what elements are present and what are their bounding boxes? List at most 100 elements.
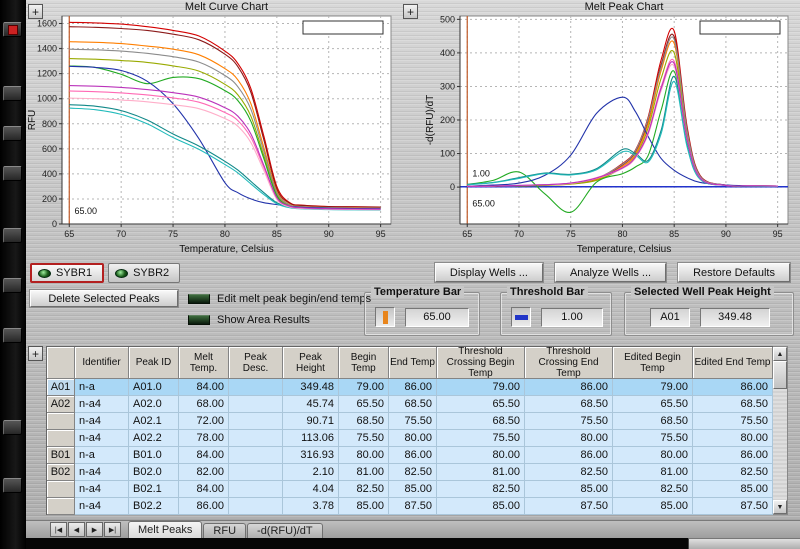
table-cell[interactable]: 316.93 [283, 447, 339, 464]
table-cell[interactable]: 84.00 [179, 447, 229, 464]
fluor-tab-sybr1[interactable]: SYBR1 [30, 263, 105, 283]
expand-melt-curve-button[interactable]: + [28, 4, 43, 19]
table-cell[interactable]: B02.1 [129, 481, 179, 498]
table-cell[interactable]: 75.50 [437, 430, 525, 447]
table-cell[interactable]: 85.00 [613, 498, 693, 515]
table-cell[interactable]: 86.00 [389, 447, 437, 464]
toolbar-button[interactable] [3, 328, 22, 343]
table-cell[interactable]: A02.2 [129, 430, 179, 447]
row-header[interactable] [47, 481, 75, 498]
table-cell[interactable]: 45.74 [283, 396, 339, 413]
temperature-bar-value[interactable]: 65.00 [405, 307, 469, 327]
tab-nav-previous-icon[interactable]: ◀ [68, 522, 85, 537]
table-cell[interactable]: 68.50 [389, 396, 437, 413]
row-header[interactable] [47, 413, 75, 430]
table-cell[interactable]: B01.0 [129, 447, 179, 464]
table-cell[interactable]: 79.00 [437, 379, 525, 396]
table-cell[interactable]: 75.50 [389, 413, 437, 430]
table-cell[interactable]: 68.50 [437, 413, 525, 430]
table-cell[interactable]: 68.50 [339, 413, 389, 430]
table-cell[interactable]: 72.00 [179, 413, 229, 430]
toolbar-button[interactable] [3, 228, 22, 243]
selected-well-id[interactable]: A01 [650, 307, 690, 327]
row-header[interactable]: A02 [47, 396, 75, 413]
checkbox-edit-melt-peak-begin-end-temps[interactable]: Edit melt peak begin/end temps [188, 291, 371, 306]
table-cell[interactable]: 82.50 [437, 481, 525, 498]
table-cell[interactable]: n-a [75, 379, 129, 396]
table-cell[interactable]: 75.50 [339, 430, 389, 447]
tab-nav-last-icon[interactable]: ▶| [104, 522, 121, 537]
table-cell[interactable]: 80.00 [389, 430, 437, 447]
table-cell[interactable] [229, 413, 283, 430]
table-cell[interactable]: 80.00 [339, 447, 389, 464]
table-cell[interactable]: 65.50 [613, 396, 693, 413]
tab-d-rfu-dt[interactable]: -d(RFU)/dT [247, 523, 323, 538]
table-cell[interactable] [229, 498, 283, 515]
table-cell[interactable] [229, 481, 283, 498]
table-cell[interactable]: 79.00 [613, 379, 693, 396]
table-cell[interactable]: n-a4 [75, 396, 129, 413]
table-cell[interactable]: 87.50 [389, 498, 437, 515]
table-cell[interactable]: 79.00 [339, 379, 389, 396]
row-header[interactable] [47, 498, 75, 515]
table-cell[interactable]: 85.00 [525, 481, 613, 498]
table-cell[interactable]: 87.50 [693, 498, 773, 515]
table-cell[interactable]: 4.04 [283, 481, 339, 498]
table-cell[interactable]: 82.50 [613, 481, 693, 498]
table-cell[interactable]: 2.10 [283, 464, 339, 481]
table-scrollbar[interactable]: ▲ ▼ [773, 346, 788, 515]
table-cell[interactable]: 75.50 [693, 413, 773, 430]
toolbar-button[interactable] [3, 166, 22, 181]
toolbar-button[interactable] [3, 86, 22, 101]
table-cell[interactable]: B02.2 [129, 498, 179, 515]
temperature-bar-icon[interactable] [375, 307, 395, 327]
tab-nav-first-icon[interactable]: |◀ [50, 522, 67, 537]
table-cell[interactable]: 86.00 [525, 447, 613, 464]
tab-nav-next-icon[interactable]: ▶ [86, 522, 103, 537]
selected-well-value[interactable]: 349.48 [700, 307, 770, 327]
table-cell[interactable]: 90.71 [283, 413, 339, 430]
melt-peak-chart[interactable]: 1.00 65.00 65 70 75 80 85 90 95 0 100 200 300 400 500 M… [400, 0, 800, 260]
table-cell[interactable]: 87.50 [525, 498, 613, 515]
scroll-up-icon[interactable]: ▲ [773, 347, 787, 361]
table-cell[interactable]: 82.50 [389, 464, 437, 481]
table-cell[interactable]: 78.00 [179, 430, 229, 447]
table-cell[interactable]: 81.00 [339, 464, 389, 481]
table-cell[interactable]: 85.00 [437, 498, 525, 515]
row-header[interactable] [47, 430, 75, 447]
toolbar-button[interactable] [3, 22, 22, 37]
table-cell[interactable]: 86.00 [693, 447, 773, 464]
table-cell[interactable]: 349.48 [283, 379, 339, 396]
delete-selected-peaks-button[interactable]: Delete Selected Peaks [30, 290, 178, 307]
table-cell[interactable]: 68.00 [179, 396, 229, 413]
table-cell[interactable]: 86.00 [693, 379, 773, 396]
tab-melt-peaks[interactable]: Melt Peaks [128, 521, 203, 538]
table-cell[interactable]: n-a4 [75, 430, 129, 447]
toolbar-button[interactable] [3, 126, 22, 141]
table-cell[interactable]: 86.00 [179, 498, 229, 515]
table-cell[interactable]: 81.00 [437, 464, 525, 481]
table-cell[interactable]: 80.00 [693, 430, 773, 447]
table-cell[interactable]: 80.00 [613, 447, 693, 464]
row-header[interactable]: A01 [47, 379, 75, 396]
table-cell[interactable] [229, 379, 283, 396]
analyze-wells-button[interactable]: Analyze Wells ... [554, 263, 667, 282]
table-cell[interactable]: 84.00 [179, 379, 229, 396]
table-cell[interactable]: A02.1 [129, 413, 179, 430]
table-cell[interactable]: 80.00 [525, 430, 613, 447]
restore-defaults-button[interactable]: Restore Defaults [678, 263, 790, 282]
toolbar-button[interactable] [3, 478, 22, 493]
table-cell[interactable]: 68.50 [525, 396, 613, 413]
expand-table-button[interactable]: + [28, 346, 43, 361]
table-cell[interactable] [229, 396, 283, 413]
expand-melt-peak-button[interactable]: + [403, 4, 418, 19]
table-cell[interactable]: 84.00 [179, 481, 229, 498]
toolbar-button[interactable] [3, 278, 22, 293]
display-wells-button[interactable]: Display Wells ... [434, 263, 543, 282]
table-cell[interactable]: A01.0 [129, 379, 179, 396]
table-cell[interactable]: 65.50 [339, 396, 389, 413]
row-header[interactable]: B02 [47, 464, 75, 481]
table-cell[interactable]: 82.50 [339, 481, 389, 498]
table-cell[interactable] [229, 464, 283, 481]
table-cell[interactable]: B02.0 [129, 464, 179, 481]
